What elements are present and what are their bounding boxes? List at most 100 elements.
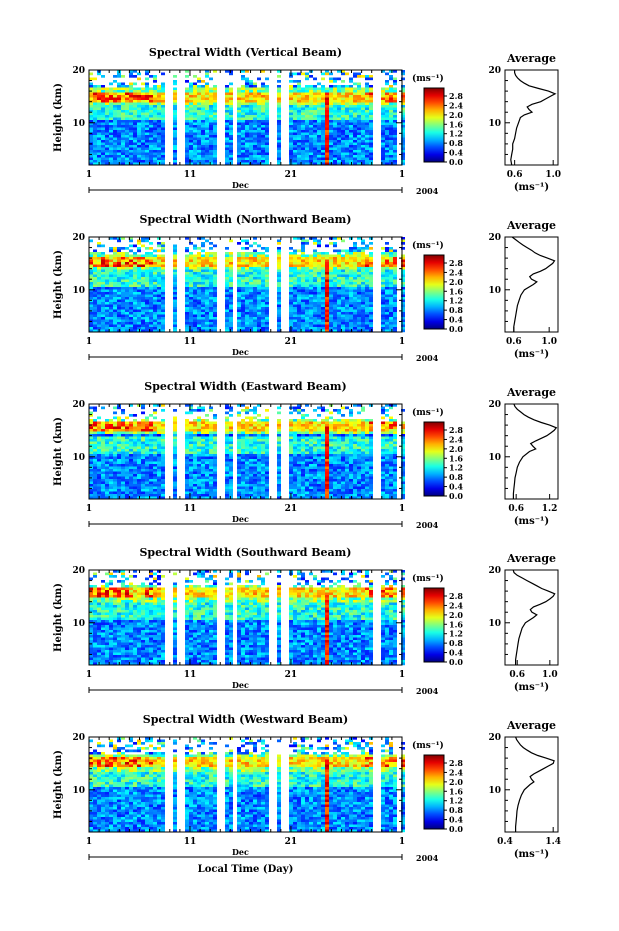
heatmap-cell [213, 87, 217, 91]
heatmap-cell [277, 297, 281, 300]
heatmap-cell [125, 272, 129, 275]
heatmap-cell [113, 130, 117, 133]
heatmap-cell [301, 135, 305, 138]
heatmap-cell [381, 102, 385, 106]
heatmap-cell [393, 157, 397, 161]
heatmap-cell [261, 145, 265, 148]
heatmap-cell [105, 486, 109, 490]
heatmap-cell [197, 277, 201, 280]
heatmap-cell [145, 322, 149, 325]
heatmap-cell [189, 289, 193, 293]
heatmap-cell [205, 259, 209, 263]
heatmap-cell [113, 122, 117, 126]
heatmap-cell [133, 322, 137, 325]
heatmap-cell [245, 87, 249, 91]
heatmap-cell [93, 77, 97, 81]
heatmap-cell [313, 137, 317, 141]
heatmap-cell [313, 110, 317, 113]
heatmap-cell [105, 314, 109, 318]
heatmap-cell [213, 307, 217, 310]
heatmap-cell [353, 242, 357, 245]
heatmap-cell [105, 115, 109, 118]
heatmap-cell [137, 239, 141, 243]
heatmap-cell [213, 105, 217, 108]
heatmap-cell [205, 289, 209, 293]
heatmap-cell [401, 312, 405, 315]
heatmap-cell [121, 471, 125, 475]
heatmap-cell [309, 117, 313, 121]
heatmap-cell [173, 274, 177, 278]
heatmap-cell [109, 481, 113, 485]
heatmap-cell [333, 160, 337, 163]
heatmap-cell [257, 314, 261, 318]
heatmap-cell [253, 90, 257, 93]
heatmap-cell [105, 90, 109, 93]
heatmap-cell [161, 309, 165, 313]
heatmap-cell [173, 100, 177, 103]
heatmap-cell [317, 125, 321, 128]
heatmap-cell [117, 92, 121, 96]
heatmap-cell [253, 97, 257, 101]
heatmap-cell [141, 259, 145, 263]
heatmap-cell [385, 247, 389, 250]
heatmap-cell [393, 259, 397, 263]
heatmap-cell [129, 142, 133, 146]
heatmap-cell [349, 92, 353, 96]
heatmap-cell [257, 297, 261, 300]
heatmap-cell [245, 160, 249, 163]
heatmap-cell [101, 434, 105, 437]
heatmap-cell [121, 444, 125, 447]
heatmap-cell [201, 80, 205, 83]
heatmap-cell [93, 92, 97, 96]
heatmap-cell [145, 282, 149, 285]
heatmap-cell [389, 324, 393, 328]
heatmap-cell [293, 297, 297, 300]
heatmap-cell [173, 95, 177, 98]
heatmap-cell [185, 70, 189, 73]
heatmap-cell [93, 152, 97, 156]
heatmap-cell [325, 132, 329, 136]
heatmap-cell [161, 259, 165, 263]
heatmap-cell [301, 317, 305, 320]
heatmap-cell [241, 327, 245, 330]
heatmap-cell [321, 97, 325, 101]
heatmap-cell [241, 294, 245, 298]
heatmap-cell [333, 302, 337, 305]
heatmap-cell [237, 294, 241, 298]
heatmap-cell [401, 237, 405, 240]
heatmap-cell [105, 110, 109, 113]
heatmap-cell [325, 279, 329, 283]
heatmap-cell [133, 302, 137, 305]
heatmap-cell [153, 319, 157, 323]
heatmap-cell [305, 145, 309, 148]
heatmap-cell [317, 292, 321, 295]
heatmap-cell [225, 107, 229, 111]
heatmap-cell [265, 105, 269, 108]
heatmap-cell [253, 304, 257, 308]
heatmap-cell [141, 294, 145, 298]
heatmap-cell [193, 142, 197, 146]
heatmap-cell [349, 90, 353, 93]
heatmap-cell [393, 299, 397, 303]
heatmap-cell [133, 115, 137, 118]
heatmap-cell [189, 95, 193, 98]
heatmap-cell [361, 95, 365, 98]
heatmap-cell [129, 324, 133, 328]
heatmap-cell [93, 449, 97, 452]
heatmap-cell [133, 150, 137, 153]
heatmap-cell [113, 456, 117, 460]
heatmap-cell [237, 292, 241, 295]
heatmap-cell [101, 244, 105, 248]
heatmap-cell [157, 267, 161, 270]
heatmap-cell [237, 145, 241, 148]
heatmap-cell [253, 110, 257, 113]
heatmap-cell [213, 314, 217, 318]
heatmap-cell [333, 135, 337, 138]
heatmap-cell [245, 327, 249, 330]
heatmap-cell [149, 312, 153, 315]
heatmap-cell [361, 107, 365, 111]
heatmap-cell [237, 152, 241, 156]
heatmap-cell [185, 147, 189, 151]
heatmap-cell [249, 289, 253, 293]
heatmap-cell [185, 259, 189, 263]
